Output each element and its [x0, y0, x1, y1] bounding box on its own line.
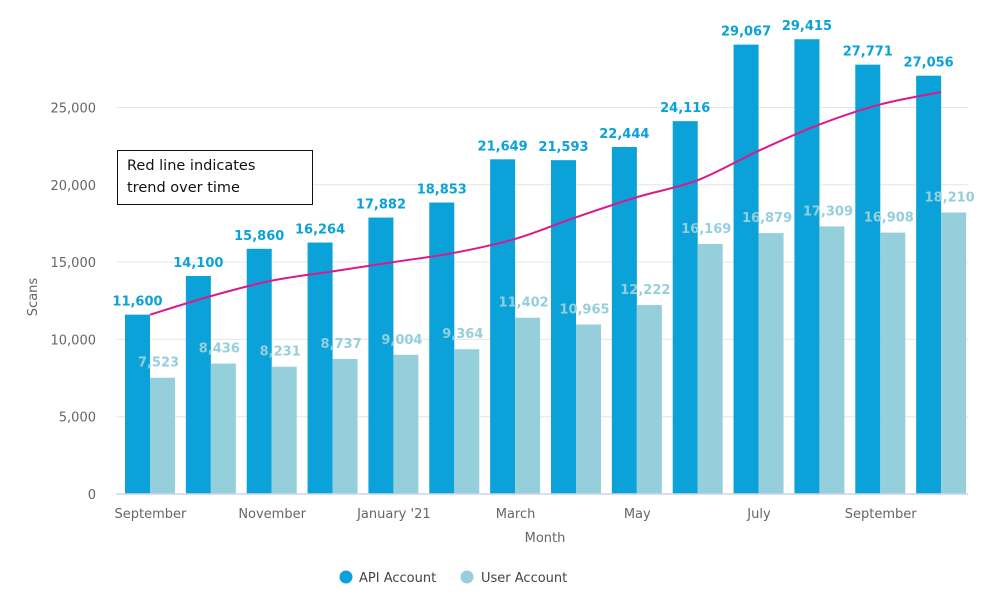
bar-user-account	[150, 377, 175, 494]
data-label-api-account: 29,415	[782, 19, 832, 34]
legend-marker-api-account	[339, 570, 353, 584]
data-label-api-account: 15,860	[234, 229, 284, 244]
data-label-user-account: 17,309	[803, 204, 853, 219]
bar-api-account	[307, 242, 333, 494]
data-label-user-account: 8,436	[199, 342, 240, 357]
data-label-api-account: 27,056	[904, 56, 954, 71]
data-label-user-account: 12,222	[620, 283, 670, 298]
data-label-user-account: 7,523	[138, 356, 179, 371]
bar-api-account	[246, 248, 272, 494]
data-label-user-account: 16,908	[864, 211, 914, 226]
bar-api-account	[185, 276, 211, 494]
y-tick-label: 10,000	[51, 333, 97, 348]
data-label-api-account: 24,116	[660, 101, 710, 116]
bar-api-account	[490, 159, 516, 494]
x-tick-label: March	[496, 507, 536, 522]
data-labels: 11,600 7,523 14,100 8,436 15,860 8,231 16,264 8…	[112, 19, 974, 370]
bar-user-account	[393, 354, 419, 494]
x-axis-title: Month	[525, 531, 566, 546]
data-label-user-account: 9,364	[442, 327, 483, 342]
bar-user-account	[576, 324, 601, 494]
data-label-user-account: 16,169	[681, 222, 731, 237]
bar-user-account	[758, 233, 784, 494]
data-label-user-account: 16,879	[742, 211, 792, 226]
bar-api-account	[733, 44, 759, 495]
x-axis-ticks: September November January '21 March May July…	[114, 507, 917, 522]
data-label-api-account: 16,264	[295, 223, 345, 238]
bar-user-account	[819, 226, 845, 494]
data-label-api-account: 17,882	[356, 198, 406, 213]
data-label-user-account: 11,402	[499, 296, 549, 311]
annotation-line-2: trend over time	[127, 180, 240, 196]
data-label-user-account: 8,737	[321, 337, 362, 352]
data-label-api-account: 21,649	[478, 139, 528, 154]
y-tick-label: 20,000	[51, 179, 97, 194]
x-tick-label: July	[746, 507, 771, 522]
bar-user-account	[697, 244, 723, 494]
data-label-user-account: 8,231	[260, 345, 301, 360]
bar-api-account	[368, 217, 394, 494]
data-label-api-account: 11,600	[112, 295, 162, 310]
annotation-line-1: Red line indicates	[127, 158, 256, 174]
data-label-api-account: 27,771	[843, 45, 893, 60]
data-label-api-account: 18,853	[417, 183, 467, 198]
legend-label-api-account: API Account	[359, 571, 436, 586]
data-label-api-account: 22,444	[599, 127, 649, 142]
bar-user-account	[941, 212, 967, 495]
y-tick-label: 5,000	[59, 411, 96, 426]
bar-api-account	[794, 39, 820, 494]
y-axis-title: Scans	[26, 278, 41, 317]
bar-api-account	[855, 64, 881, 494]
legend-marker-user-account	[460, 570, 474, 584]
bar-user-account	[271, 366, 297, 494]
data-label-user-account: 10,965	[559, 302, 609, 317]
x-tick-label: May	[624, 507, 651, 522]
bar-api-account	[125, 314, 150, 494]
bar-user-account	[454, 349, 480, 494]
bar-api-account	[429, 202, 455, 494]
y-tick-label: 15,000	[51, 256, 97, 271]
bar-user-account	[515, 317, 541, 494]
legend-label-user-account: User Account	[481, 571, 567, 586]
data-label-api-account: 29,067	[721, 25, 771, 40]
x-tick-label: November	[238, 507, 306, 522]
y-tick-label: 25,000	[51, 102, 97, 117]
data-label-api-account: 21,593	[538, 140, 588, 155]
bar-api-account	[916, 75, 942, 495]
bar-api-account	[551, 160, 576, 494]
data-label-api-account: 14,100	[173, 256, 223, 271]
legend-item-api-account[interactable]: API Account	[339, 570, 437, 587]
trend-annotation-box: Red line indicates trend over time	[117, 150, 313, 205]
y-tick-label: 0	[88, 488, 96, 503]
bar-user-account	[880, 232, 906, 494]
y-axis-ticks: 0 5,000 10,000 15,000 20,000 25,000	[51, 102, 97, 504]
x-tick-label: September	[114, 507, 187, 522]
bar-user-account	[636, 305, 662, 494]
bar-user-account	[210, 363, 236, 494]
bar-api-account	[672, 121, 698, 495]
x-tick-label: January '21	[356, 507, 431, 522]
data-label-user-account: 18,210	[925, 190, 975, 205]
legend: API Account User Account	[339, 570, 568, 587]
data-label-user-account: 9,004	[381, 333, 422, 348]
x-tick-label: September	[845, 507, 918, 522]
trend-line	[149, 91, 942, 316]
legend-item-user-account[interactable]: User Account	[460, 570, 568, 587]
bar-user-account	[332, 358, 358, 494]
